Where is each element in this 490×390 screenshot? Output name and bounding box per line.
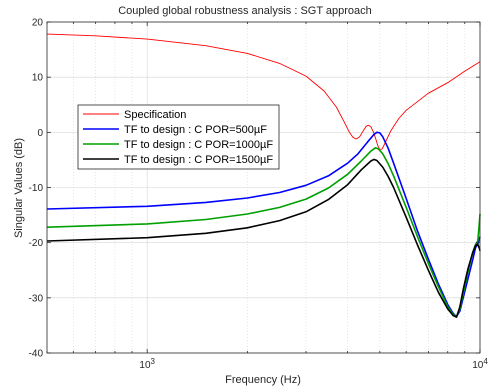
y-axis-label: Singular Values (dB) xyxy=(13,138,25,238)
x-tick-label: 103 xyxy=(139,357,155,371)
y-tick-label: 10 xyxy=(32,73,44,84)
series-layer xyxy=(46,33,481,318)
series-line-0 xyxy=(46,33,481,151)
y-tick-label: -40 xyxy=(29,349,44,360)
legend-label-0: Specification xyxy=(124,109,186,121)
series-line-3 xyxy=(46,158,481,318)
y-tick-label: 20 xyxy=(32,18,44,29)
chart-title: Coupled global robustness analysis : SGT… xyxy=(118,5,372,17)
x-tick-label: 104 xyxy=(472,357,488,371)
legend: Specification TF to design : C POR=500µF T… xyxy=(77,104,280,170)
series-line-1 xyxy=(46,131,481,318)
y-tick-label: -20 xyxy=(29,238,44,249)
y-tick-label: 0 xyxy=(37,128,43,139)
x-axis-label: Frequency (Hz) xyxy=(225,374,301,386)
legend-label-1: TF to design : C POR=500µF xyxy=(124,124,267,136)
legend-label-3: TF to design : C POR=1500µF xyxy=(124,154,273,166)
y-tick-label: -30 xyxy=(29,293,44,304)
y-tick-label: -10 xyxy=(29,183,44,194)
legend-label-2: TF to design : C POR=1000µF xyxy=(124,139,273,151)
